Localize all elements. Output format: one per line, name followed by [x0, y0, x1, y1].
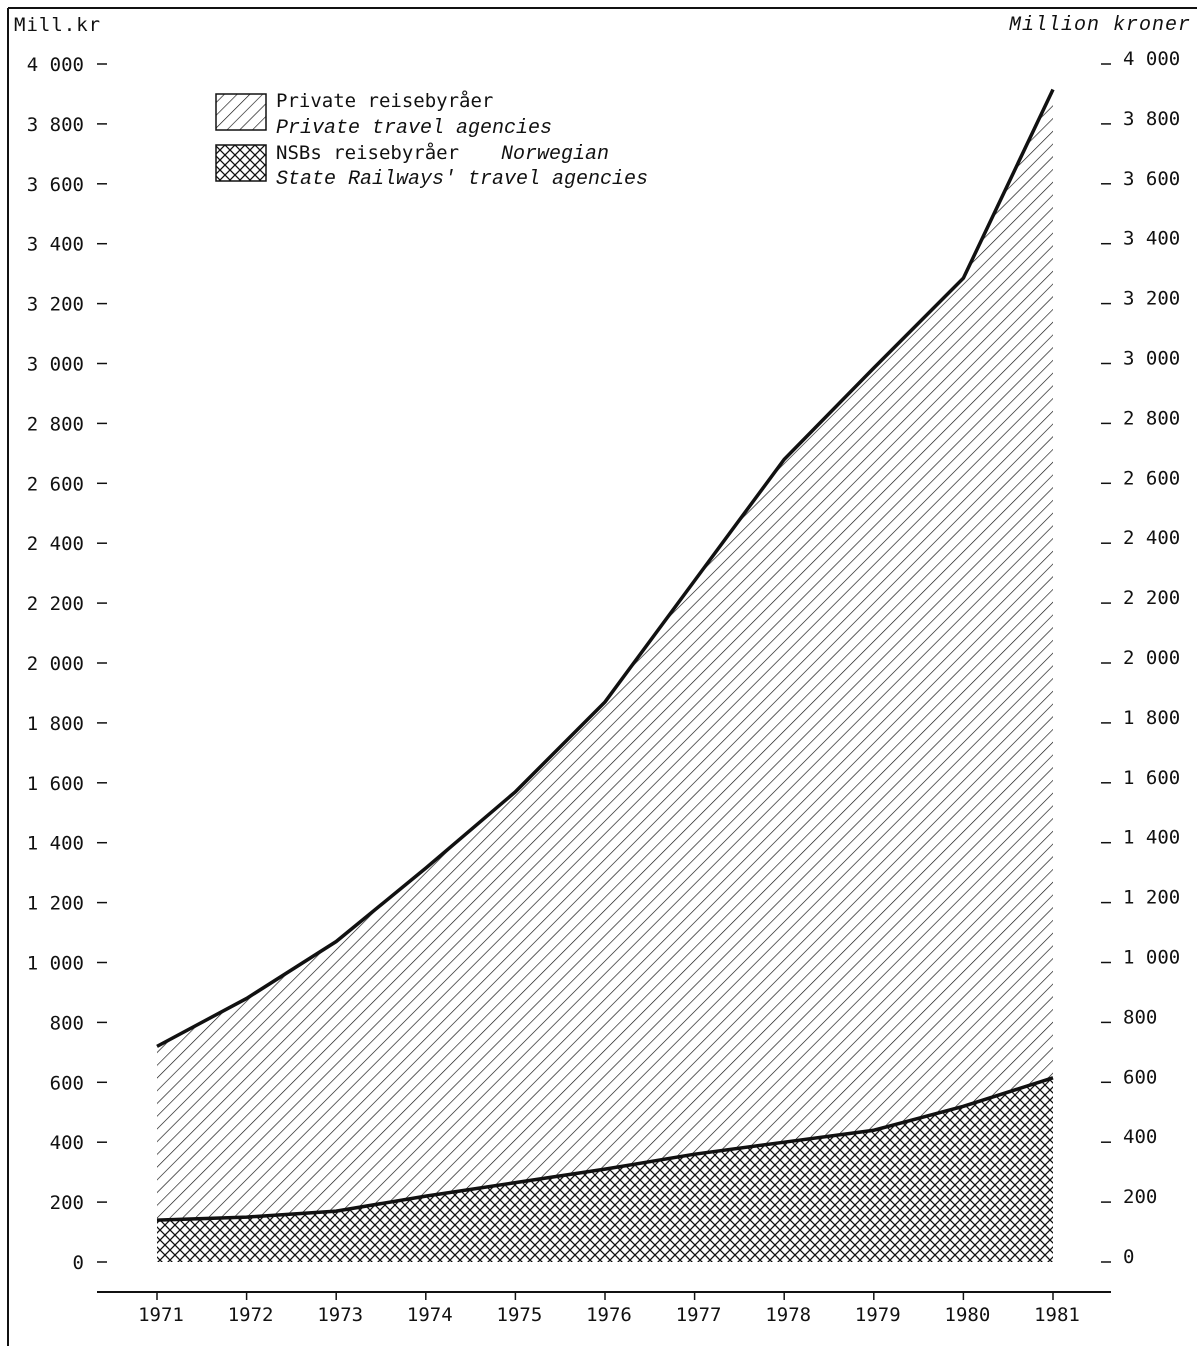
x-tick-label: 1973 [317, 1304, 363, 1326]
x-tick-label: 1972 [228, 1304, 274, 1326]
y-tick-label-left: 3 000 [27, 354, 84, 376]
x-tick-label: 1977 [676, 1304, 722, 1326]
legend-label-nsb-en-1: Norwegian [501, 143, 609, 166]
y-tick-label-right: 3 800 [1123, 108, 1180, 130]
y-tick-label-right: 3 600 [1123, 168, 1180, 190]
y-tick-label-right: 2 200 [1123, 587, 1180, 609]
legend: Private reisebyråer Private travel agenc… [215, 89, 648, 191]
x-tick-label: 1974 [407, 1304, 453, 1326]
axes-group: 0 200 400 600 800 1 000 1 200 1 400 1 600 1 800 2 … [27, 48, 1180, 1326]
x-tick-label: 1975 [497, 1304, 543, 1326]
y-tick-label-left: 0 [73, 1252, 84, 1274]
y-tick-label-right: 800 [1123, 1006, 1157, 1028]
legend-label-nsb-no: NSBs reisebyråer [276, 141, 459, 164]
y-tick-label-right: 3 400 [1123, 228, 1180, 250]
y-tick-label-left: 1 600 [27, 773, 84, 795]
left-axis-unit: Mill.kr [14, 14, 102, 36]
y-tick-label-right: 600 [1123, 1066, 1157, 1088]
y-tick-label-right: 0 [1123, 1246, 1134, 1268]
y-tick-label-right: 2 400 [1123, 527, 1180, 549]
y-tick-label-right: 1 200 [1123, 887, 1180, 909]
y-tick-label-right: 1 000 [1123, 947, 1180, 969]
legend-label-private-no: Private reisebyråer [276, 89, 493, 112]
y-tick-label-left: 2 200 [27, 593, 84, 615]
legend-swatch-nsb [215, 144, 267, 182]
y-tick-label-left: 600 [50, 1072, 84, 1094]
y-tick-label-left: 1 200 [27, 893, 84, 915]
y-tick-label-left: 800 [50, 1012, 84, 1034]
legend-label-private-en: Private travel agencies [276, 117, 552, 140]
y-tick-label-right: 4 000 [1123, 48, 1180, 70]
area-private [157, 89, 1053, 1221]
legend-label-nsb-en-2: State Railways' travel agencies [276, 168, 648, 191]
areas-group [156, 88, 1055, 1262]
y-tick-label-right: 3 200 [1123, 288, 1180, 310]
y-tick-label-left: 3 400 [27, 234, 84, 256]
y-tick-label-right: 200 [1123, 1186, 1157, 1208]
y-tick-label-left: 3 200 [27, 294, 84, 316]
y-tick-label-left: 2 400 [27, 533, 84, 555]
y-tick-label-left: 2 600 [27, 473, 84, 495]
x-tick-label: 1979 [855, 1304, 901, 1326]
line-total [156, 88, 1055, 1048]
y-tick-label-right: 1 400 [1123, 827, 1180, 849]
x-tick-label: 1976 [586, 1304, 632, 1326]
y-tick-label-left: 2 000 [27, 653, 84, 675]
x-tick-label: 1978 [765, 1304, 811, 1326]
x-tick-label: 1981 [1034, 1304, 1080, 1326]
y-tick-label-left: 4 000 [27, 54, 84, 76]
y-tick-label-left: 3 800 [27, 114, 84, 136]
right-axis-unit: Million kroner [1008, 14, 1191, 37]
y-tick-label-left: 1 000 [27, 953, 84, 975]
y-tick-label-left: 2 800 [27, 413, 84, 435]
x-tick-label: 1971 [138, 1304, 184, 1326]
line-nsb [156, 1076, 1054, 1222]
y-tick-label-left: 200 [50, 1192, 84, 1214]
legend-swatch-private [215, 93, 267, 131]
y-tick-label-right: 1 800 [1123, 707, 1180, 729]
y-tick-label-right: 2 000 [1123, 647, 1180, 669]
y-tick-label-left: 1 400 [27, 833, 84, 855]
y-tick-label-left: 1 800 [27, 713, 84, 735]
y-tick-label-left: 3 600 [27, 174, 84, 196]
y-tick-label-right: 3 000 [1123, 348, 1180, 370]
y-tick-label-right: 2 800 [1123, 407, 1180, 429]
y-tick-label-left: 400 [50, 1132, 84, 1154]
y-tick-label-right: 400 [1123, 1126, 1157, 1148]
x-tick-label: 1980 [945, 1304, 991, 1326]
y-tick-label-right: 2 600 [1123, 467, 1180, 489]
y-tick-label-right: 1 600 [1123, 767, 1180, 789]
